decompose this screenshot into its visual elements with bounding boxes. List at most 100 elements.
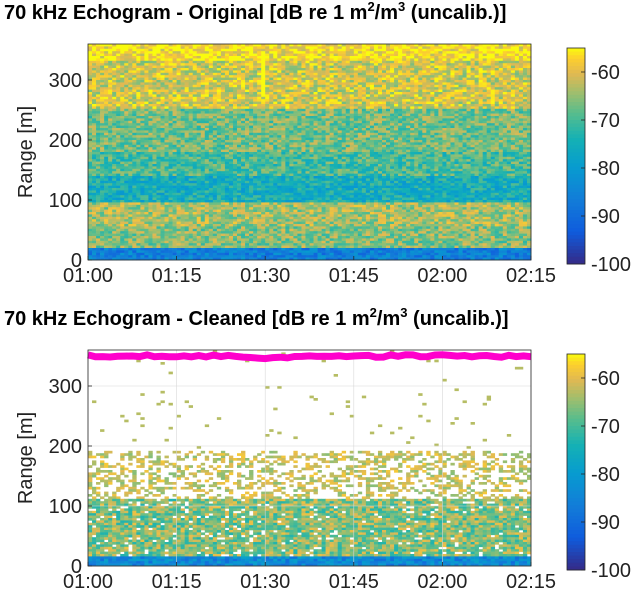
echogram-cell [289,77,294,81]
echogram-cell [140,92,145,95]
echogram-cell [474,48,479,52]
echogram-cell [88,94,93,98]
echogram-cell [144,70,149,74]
echogram-cell [241,82,246,86]
echogram-cell [510,80,516,83]
echogram-cell [309,96,314,100]
echogram-cell [486,130,492,134]
echogram-cell [353,48,359,52]
echogram-cell [112,82,117,86]
echogram-cell [253,118,258,122]
echogram-cell [522,75,528,78]
echogram-cell [245,82,250,86]
echogram-cell [212,149,218,153]
echogram-cell [200,144,206,148]
echogram-cell [200,72,206,76]
echogram-cell [285,142,290,146]
echogram-cell [438,137,443,141]
echogram-cell [301,147,306,150]
echogram-cell [357,84,363,88]
echogram-cell [208,106,214,110]
echogram-cell [450,132,455,136]
echogram-cell [494,60,500,64]
echogram-cell [373,149,379,153]
echogram-cell [188,56,194,59]
echogram-cell [172,113,177,117]
echogram-cell [386,82,391,86]
echogram-cell [100,53,105,57]
echogram-cell [345,65,351,69]
echogram-cell [104,111,109,114]
echogram-cell [144,75,149,78]
echogram-cell [224,44,230,47]
echogram-cell [402,130,407,134]
echogram-cell [345,77,351,81]
echogram-cell [160,44,165,47]
echogram-cell [494,140,500,143]
echogram-cell [297,68,302,71]
echogram-cell [390,106,395,110]
echogram-cell [148,72,153,76]
echogram-cell [357,70,363,74]
echogram-cell [381,53,387,57]
echogram-cell [204,116,210,119]
echogram-cell [522,104,528,107]
echogram-cell [474,128,479,131]
echogram-cell [293,99,298,102]
echogram-cell [172,77,177,81]
echogram-cell [353,84,359,88]
echogram-cell [88,77,93,81]
echogram-cell [398,63,403,66]
echogram-cell [112,53,117,57]
echogram-cell [377,128,383,131]
echogram-cell [349,77,355,81]
echogram-cell [253,116,258,119]
echogram-cell [164,51,169,54]
echogram-cell [410,53,415,57]
echogram-cell [200,48,206,52]
echogram-cell [373,44,379,47]
echogram-cell [462,75,467,78]
echogram-cell [269,135,274,138]
echogram-cell [253,51,258,54]
echogram-cell [422,89,427,93]
echogram-cell [281,123,286,126]
echogram-cell [414,44,419,47]
echogram-cell [386,56,391,59]
echogram-cell [285,65,290,69]
echogram-cell [148,137,153,141]
echogram-cell [96,48,101,52]
echogram-cell [156,147,161,150]
echogram-cell [398,87,403,90]
echogram-cell [518,92,524,95]
echogram-cell [377,104,383,107]
echogram-cell [422,128,427,131]
echogram-cell [297,108,302,112]
echogram-cell [172,56,177,59]
echogram-cell [277,58,282,62]
echogram-cell [245,149,250,153]
echogram-cell [293,46,298,50]
echogram-cell [406,113,411,117]
echogram-cell [478,84,483,88]
echogram-cell [301,72,306,76]
echogram-cell [466,77,471,81]
echogram-cell [486,135,492,138]
echogram-cell [470,128,475,131]
echogram-cell [148,125,153,129]
echogram-cell [180,106,185,110]
echogram-cell [458,63,463,66]
echogram-cell [204,44,210,47]
echogram-cell [329,116,334,119]
echogram-cell [132,70,137,74]
echogram-cell [406,80,411,83]
echogram-cell [490,128,496,131]
echogram-cell [446,87,451,90]
echogram-cell [438,125,443,129]
echogram-cell [216,48,222,52]
echogram-cell [253,106,258,110]
echogram-cell [104,149,109,153]
echogram-cell [430,113,435,117]
echogram-cell [124,44,129,47]
echogram-cell [224,51,230,54]
